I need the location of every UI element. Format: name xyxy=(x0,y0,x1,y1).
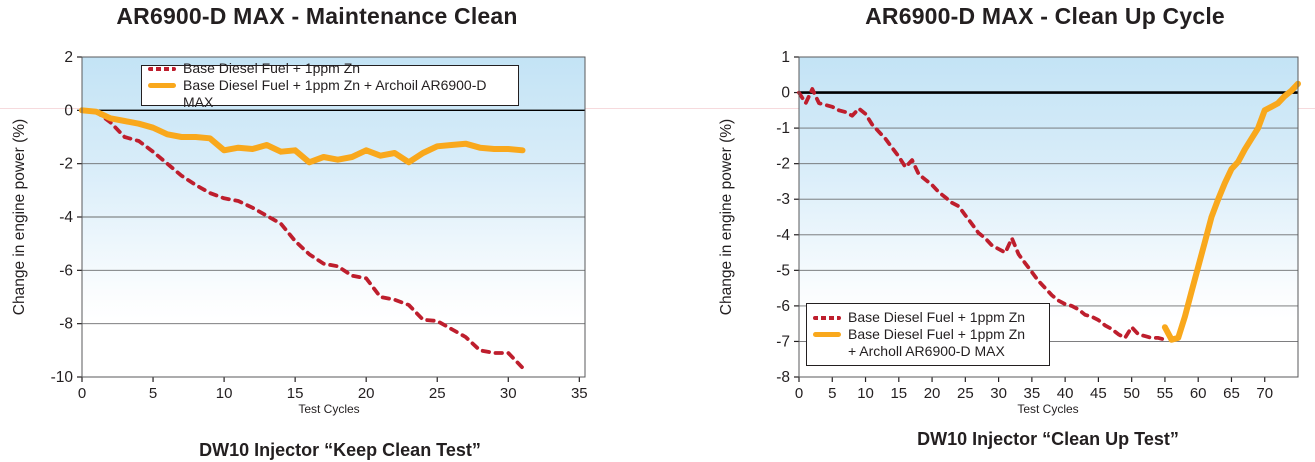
svg-text:-4: -4 xyxy=(59,209,73,226)
x-axis-label-right: Test Cycles xyxy=(1017,402,1079,416)
svg-text:0: 0 xyxy=(64,102,73,119)
svg-text:30: 30 xyxy=(990,385,1007,402)
svg-text:65: 65 xyxy=(1223,385,1240,402)
svg-text:-1: -1 xyxy=(776,120,790,137)
chart-title-maintenance-clean: AR6900-D MAX - Maintenance Clean xyxy=(116,3,518,29)
svg-text:25: 25 xyxy=(429,385,446,402)
chart-caption-keep-clean: DW10 Injector “Keep Clean Test” xyxy=(199,440,481,460)
svg-text:5: 5 xyxy=(149,385,157,402)
svg-text:20: 20 xyxy=(924,385,941,402)
svg-text:-8: -8 xyxy=(776,369,790,386)
legend-label: Base Diesel Fuel + 1ppm Zn + Archoll AR6… xyxy=(848,326,1026,359)
legend-entry: Base Diesel Fuel + 1ppm Zn + Archoll AR6… xyxy=(813,326,1043,360)
svg-text:-6: -6 xyxy=(776,298,790,315)
legend-label: Base Diesel Fuel + 1ppm Zn xyxy=(848,309,1026,325)
svg-text:15: 15 xyxy=(890,385,907,402)
svg-text:1: 1 xyxy=(781,49,790,66)
legend-label: Base Diesel Fuel + 1ppm Zn xyxy=(183,60,361,76)
svg-text:35: 35 xyxy=(1024,385,1041,402)
svg-text:45: 45 xyxy=(1090,385,1107,402)
page-divider-line xyxy=(0,108,1315,109)
svg-text:-10: -10 xyxy=(51,369,74,386)
svg-text:-2: -2 xyxy=(776,156,790,173)
svg-text:70: 70 xyxy=(1256,385,1273,402)
svg-text:-6: -6 xyxy=(59,262,73,279)
solid-line-swatch-icon xyxy=(813,332,841,337)
svg-text:-3: -3 xyxy=(776,191,790,208)
legend-entry: Base Diesel Fuel + 1ppm Zn xyxy=(148,60,512,77)
svg-text:-7: -7 xyxy=(776,333,790,350)
y-axis-label-right: Change in engine power (%) xyxy=(718,118,735,316)
svg-text:15: 15 xyxy=(287,385,304,402)
dashed-line-swatch-icon xyxy=(148,67,176,71)
svg-text:-8: -8 xyxy=(59,316,73,333)
legend-right-chart: Base Diesel Fuel + 1ppm Zn Base Diesel F… xyxy=(806,303,1050,366)
svg-text:0: 0 xyxy=(781,85,790,102)
solid-line-swatch-icon xyxy=(148,83,176,88)
chart-title-clean-up-cycle: AR6900-D MAX - Clean Up Cycle xyxy=(865,3,1225,29)
legend-entry: Base Diesel Fuel + 1ppm Zn + Archoil AR6… xyxy=(148,77,512,111)
svg-text:2: 2 xyxy=(64,49,73,66)
legend-label: Base Diesel Fuel + 1ppm Zn + Archoil AR6… xyxy=(183,77,487,110)
chart-caption-clean-up: DW10 Injector “Clean Up Test” xyxy=(917,429,1179,449)
y-axis-label-left: Change in engine power (%) xyxy=(11,118,28,316)
legend-entry: Base Diesel Fuel + 1ppm Zn xyxy=(813,309,1043,326)
svg-text:35: 35 xyxy=(571,385,588,402)
svg-text:50: 50 xyxy=(1123,385,1140,402)
svg-text:5: 5 xyxy=(828,385,836,402)
svg-text:20: 20 xyxy=(358,385,375,402)
svg-text:10: 10 xyxy=(216,385,233,402)
svg-text:30: 30 xyxy=(500,385,517,402)
legend-left-chart: Base Diesel Fuel + 1ppm Zn Base Diesel F… xyxy=(141,60,519,110)
svg-text:-4: -4 xyxy=(776,227,790,244)
dashed-line-swatch-icon xyxy=(813,316,841,320)
svg-text:60: 60 xyxy=(1190,385,1207,402)
svg-text:0: 0 xyxy=(78,385,86,402)
svg-text:55: 55 xyxy=(1157,385,1174,402)
svg-text:25: 25 xyxy=(957,385,974,402)
svg-text:10: 10 xyxy=(857,385,874,402)
x-axis-label-left: Test Cycles xyxy=(298,402,360,416)
svg-text:40: 40 xyxy=(1057,385,1074,402)
svg-text:-2: -2 xyxy=(59,156,73,173)
svg-text:0: 0 xyxy=(795,385,803,402)
svg-text:-5: -5 xyxy=(776,262,790,279)
